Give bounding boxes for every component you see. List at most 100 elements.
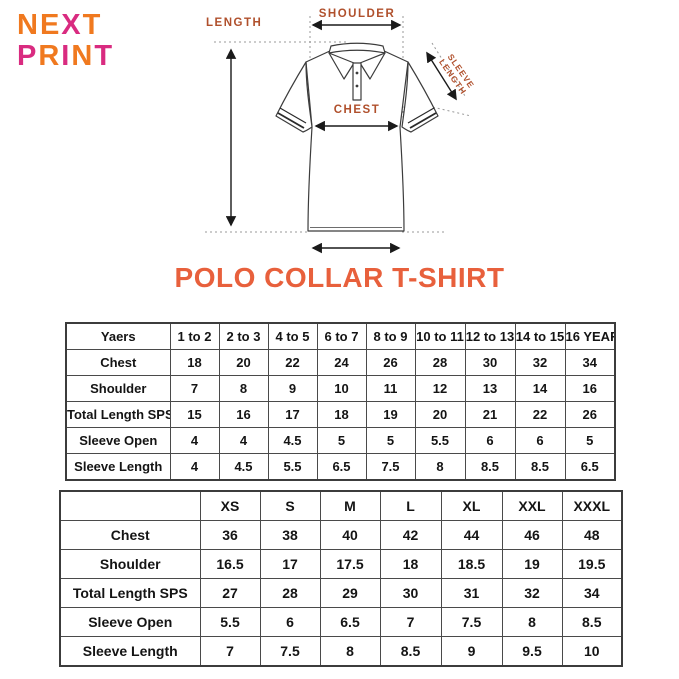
- column-header: 16 YEARS: [564, 322, 616, 350]
- size-value: 6.5: [564, 453, 616, 481]
- size-value: 21: [464, 401, 516, 428]
- size-value: 28: [414, 349, 466, 376]
- measurement-diagram: LENGTH SHOULDER CHEST SLEEVE LENGTH: [0, 0, 679, 262]
- size-value: 12: [414, 375, 466, 402]
- column-header: S: [259, 490, 321, 521]
- size-value: 7: [199, 636, 261, 667]
- row-label: Chest: [59, 520, 201, 550]
- size-value: 40: [319, 520, 381, 550]
- table-row: Chest 36 38 40 42 44 46 48: [59, 520, 623, 550]
- length-label: LENGTH: [206, 17, 263, 29]
- row-label: Sleeve Open: [59, 607, 201, 637]
- column-header: 4 to 5: [267, 322, 318, 350]
- row-label: Total Length SPS: [65, 401, 171, 428]
- size-value: 8: [319, 636, 381, 667]
- table-row: Sleeve Length 4 4.5 5.5 6.5 7.5 8 8.5 8.5 6.5: [65, 453, 616, 481]
- size-value: 6.5: [316, 453, 367, 481]
- size-value: 7.5: [365, 453, 416, 481]
- size-value: 13: [464, 375, 516, 402]
- size-value: 32: [501, 578, 563, 608]
- size-value: 46: [501, 520, 563, 550]
- table-row: Shoulder 7 8 9 10 11 12 13 14 16: [65, 375, 616, 402]
- logo-letter: N: [71, 40, 95, 72]
- size-value: 4.5: [267, 427, 318, 454]
- size-value: 42: [379, 520, 442, 550]
- table-row: Chest 18 20 22 24 26 28 30 32 34: [65, 349, 616, 376]
- size-value: 27: [199, 578, 261, 608]
- column-header: [59, 490, 201, 521]
- size-value: 44: [440, 520, 503, 550]
- size-value: 18: [379, 549, 442, 579]
- size-value: 34: [564, 349, 616, 376]
- column-header: 6 to 7: [316, 322, 367, 350]
- logo-line-print: PRINT: [17, 41, 114, 72]
- size-value: 14: [514, 375, 566, 402]
- row-label: Total Length SPS: [59, 578, 201, 608]
- table-row: Sleeve Open 5.5 6 6.5 7 7.5 8 8.5: [59, 607, 623, 637]
- logo-line-next: NEXT: [17, 10, 114, 41]
- size-value: 20: [414, 401, 466, 428]
- size-value: 17: [267, 401, 318, 428]
- size-value: 28: [259, 578, 321, 608]
- column-header: Yaers: [65, 322, 171, 350]
- size-value: 8.5: [464, 453, 516, 481]
- column-header: M: [319, 490, 381, 521]
- column-header: 12 to 13: [464, 322, 516, 350]
- size-value: 16: [218, 401, 269, 428]
- size-value: 17: [259, 549, 321, 579]
- size-value: 7.5: [259, 636, 321, 667]
- column-header: 8 to 9: [365, 322, 416, 350]
- size-value: 22: [514, 401, 566, 428]
- logo-letter: T: [94, 40, 115, 72]
- size-value: 30: [379, 578, 442, 608]
- size-value: 7: [379, 607, 442, 637]
- table-row: Total Length SPS 15 16 17 18 19 20 21 22 26: [65, 401, 616, 428]
- table-row: Sleeve Length 7 7.5 8 8.5 9 9.5 10: [59, 636, 623, 667]
- row-label: Sleeve Length: [59, 636, 201, 667]
- polo-shirt-diagram-svg: [205, 16, 472, 254]
- size-value: 22: [267, 349, 318, 376]
- size-value: 19: [365, 401, 416, 428]
- size-value: 9: [440, 636, 503, 667]
- size-value: 6.5: [319, 607, 381, 637]
- size-value: 36: [199, 520, 261, 550]
- size-value: 18: [169, 349, 220, 376]
- size-value: 26: [564, 401, 616, 428]
- column-header: 10 to 11: [414, 322, 466, 350]
- size-value: 8: [501, 607, 563, 637]
- size-value: 7.5: [440, 607, 503, 637]
- table-row: Total Length SPS 27 28 29 30 31 32 34: [59, 578, 623, 608]
- row-label: Shoulder: [59, 549, 201, 579]
- size-value: 38: [259, 520, 321, 550]
- size-value: 8: [414, 453, 466, 481]
- page-title: POLO COLLAR T-SHIRT: [174, 262, 505, 293]
- size-value: 16: [564, 375, 616, 402]
- size-value: 48: [561, 520, 623, 550]
- size-value: 19.5: [561, 549, 623, 579]
- size-value: 4: [169, 427, 220, 454]
- size-value: 31: [440, 578, 503, 608]
- size-value: 15: [169, 401, 220, 428]
- column-header: 2 to 3: [218, 322, 269, 350]
- size-value: 10: [561, 636, 623, 667]
- chest-label: CHEST: [333, 104, 381, 116]
- size-value: 11: [365, 375, 416, 402]
- column-header: XS: [199, 490, 261, 521]
- size-value: 18.5: [440, 549, 503, 579]
- size-value: 19: [501, 549, 563, 579]
- size-value: 10: [316, 375, 367, 402]
- size-value: 8.5: [379, 636, 442, 667]
- size-value: 8: [218, 375, 269, 402]
- column-header: L: [379, 490, 442, 521]
- row-label: Sleeve Length: [65, 453, 171, 481]
- size-value: 8.5: [514, 453, 566, 481]
- size-value: 34: [561, 578, 623, 608]
- shoulder-label: SHOULDER: [318, 8, 396, 20]
- logo-letter: T: [82, 9, 103, 41]
- row-label: Chest: [65, 349, 171, 376]
- logo-letter: P: [17, 40, 39, 72]
- header-row: XS S M L XL XXL XXXL: [59, 490, 623, 521]
- size-value: 18: [316, 401, 367, 428]
